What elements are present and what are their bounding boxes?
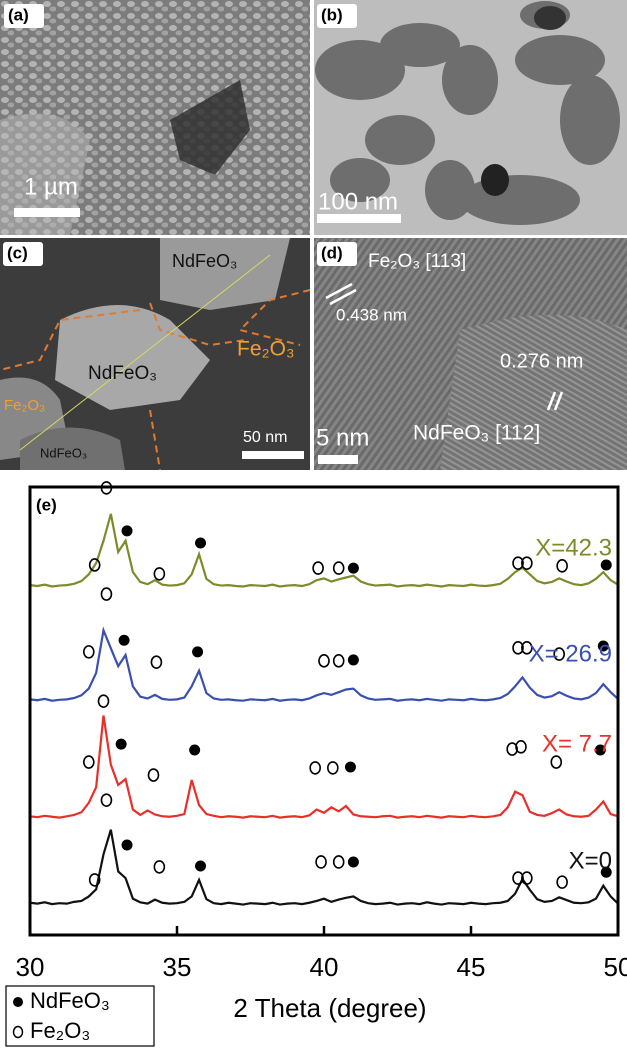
- series-label: X= 7.7: [542, 730, 612, 757]
- x-axis-label: 2 Theta (degree): [233, 993, 426, 1023]
- xrd-line: [29, 626, 619, 702]
- annotation: NdFeO₃ [112]: [413, 422, 540, 445]
- fe2o3-marker: [100, 793, 113, 807]
- legend-label: NdFeO₃: [30, 988, 110, 1013]
- annotation: Fe₂O₃: [4, 397, 45, 414]
- series-label: X= 26.9: [529, 640, 612, 667]
- annotation: 0.276 nm: [500, 350, 583, 372]
- fe2o3-marker: [327, 761, 339, 775]
- panel-c: (c) NdFeO₃ NdFeO₃ Fe₂O₃ Fe₂O₃ NdFeO₃ 50 …: [0, 238, 311, 471]
- fe2o3-marker: [553, 647, 566, 661]
- fe2o3-marker: [521, 556, 533, 570]
- fe2o3-marker: [315, 855, 327, 869]
- fe2o3-marker: [309, 761, 321, 775]
- x-tick-label: 35: [163, 952, 192, 982]
- x-tick-label: 40: [310, 952, 339, 982]
- fe2o3-marker: [100, 587, 113, 601]
- xrd-line: [29, 513, 619, 588]
- panel-label: (b): [321, 5, 343, 24]
- ndfeo3-marker: [189, 744, 201, 756]
- fe2o3-marker: [150, 655, 163, 669]
- ndfeo3-marker: [195, 860, 207, 872]
- scale-bar-label: 50 nm: [243, 429, 287, 446]
- fe2o3-marker: [318, 654, 330, 668]
- fe2o3-marker: [332, 855, 345, 869]
- legend-symbol: [13, 997, 23, 1007]
- fe2o3-marker: [556, 875, 568, 889]
- ndfeo3-marker: [347, 654, 359, 666]
- panel-label: (e): [36, 495, 57, 514]
- fe2o3-marker: [153, 567, 166, 581]
- fe2o3-marker: [88, 558, 101, 572]
- legend-box: [5, 985, 155, 1047]
- xrd-chart: X=0 X= 7.7 X= 26.9 X=42.3 30 35 40 45 50 2 Theta …: [5, 481, 627, 1047]
- panel-label: (c): [7, 243, 28, 262]
- fe2o3-marker: [332, 654, 345, 668]
- annotation: NdFeO₃: [88, 363, 157, 384]
- legend-label: Fe₂O₃: [30, 1018, 90, 1043]
- legend-symbol: [12, 1025, 24, 1039]
- ndfeo3-marker: [600, 559, 612, 571]
- annotation: 0.438 nm: [336, 305, 407, 324]
- panel-a: (a) 1 µm: [0, 0, 310, 235]
- fe2o3-marker: [521, 641, 533, 655]
- x-tick-label: 30: [16, 952, 45, 982]
- annotation: NdFeO₃: [40, 445, 87, 460]
- fe2o3-marker: [550, 755, 563, 769]
- ndfeo3-marker: [594, 744, 606, 756]
- x-tick-label: 45: [457, 952, 486, 982]
- series-label: X=42.3: [535, 534, 612, 561]
- fe2o3-marker: [512, 641, 524, 655]
- annotation: Fe₂O₃: [237, 338, 295, 361]
- fe2o3-marker: [97, 694, 110, 708]
- ndfeo3-marker: [347, 856, 359, 868]
- x-tick-label: 50: [604, 952, 627, 982]
- fe2o3-marker: [512, 871, 524, 885]
- fe2o3-marker: [83, 645, 95, 659]
- fe2o3-marker: [147, 768, 160, 782]
- series-label: X=0: [569, 847, 612, 874]
- panel-b: (b) 100 nm: [314, 0, 627, 235]
- ndfeo3-marker: [118, 634, 130, 646]
- fe2o3-marker: [515, 740, 527, 754]
- ndfeo3-marker: [121, 525, 133, 537]
- ndfeo3-marker: [115, 738, 127, 750]
- annotation: NdFeO₃: [172, 251, 237, 271]
- fe2o3-marker: [556, 559, 568, 573]
- ndfeo3-marker: [195, 537, 207, 549]
- fe2o3-marker: [88, 873, 101, 887]
- ndfeo3-marker: [347, 562, 359, 574]
- annotation: Fe₂O₃ [113]: [368, 251, 466, 272]
- fe2o3-marker: [521, 871, 533, 885]
- scale-bar-label: 5 nm: [316, 424, 369, 451]
- panel-d: (d) Fe₂O₃ [113] 0.438 nm 0.276 nm NdFeO₃…: [314, 238, 627, 470]
- fe2o3-marker: [512, 556, 524, 570]
- ndfeo3-marker: [192, 646, 204, 658]
- fe2o3-marker: [312, 561, 324, 575]
- panel-label: (a): [8, 5, 29, 24]
- scale-bar-label: 1 µm: [24, 173, 78, 200]
- ndfeo3-marker: [600, 866, 612, 878]
- panel-label: (d): [321, 243, 343, 262]
- fe2o3-marker: [83, 755, 95, 769]
- fe2o3-marker: [153, 860, 166, 874]
- ndfeo3-marker: [121, 839, 133, 851]
- fe2o3-marker: [332, 561, 345, 575]
- ndfeo3-marker: [597, 640, 609, 652]
- xrd-line: [29, 715, 619, 819]
- scale-bar-label: 100 nm: [318, 188, 398, 215]
- ndfeo3-marker: [344, 761, 356, 773]
